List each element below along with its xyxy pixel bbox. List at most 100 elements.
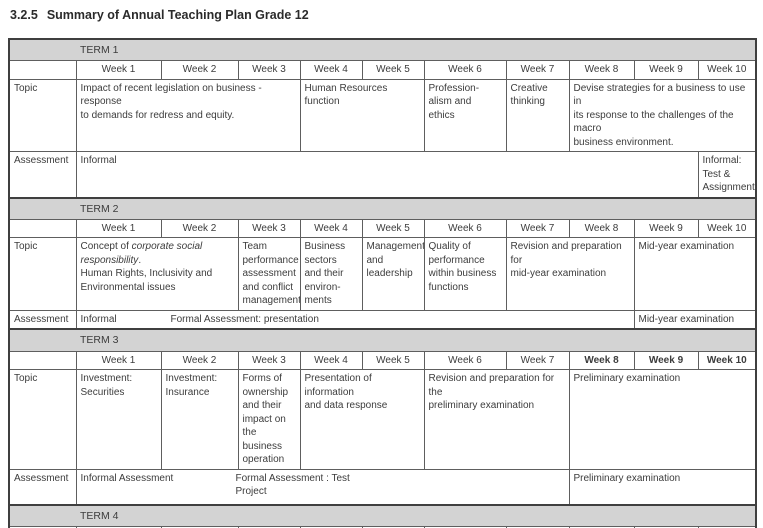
topic-cell: Investment: Securities	[75, 369, 162, 470]
topic-text: Investment: Securities	[80, 373, 133, 398]
week-header-cell: Week 5	[361, 350, 425, 371]
topic-text: Preliminary examination	[573, 373, 681, 385]
row-label-cell: Topic	[8, 237, 77, 311]
corner-cell	[8, 218, 77, 239]
assessment-cell: Mid-year examination	[633, 309, 757, 330]
week-header-cell: Week 2	[160, 218, 239, 239]
term-3-title: TERM 3	[9, 328, 757, 352]
topic-cell: Profession- alism and ethics	[423, 78, 507, 153]
week-header-cell: Week 3	[237, 60, 301, 80]
assessment-text: Informal: Test & Assignment	[702, 155, 755, 194]
week-header-cell: Week 8	[568, 350, 635, 371]
week-header-cell: Week 5	[361, 218, 425, 239]
term-3-bar-row: TERM 3	[9, 328, 757, 352]
week-header-cell: Week 6	[423, 218, 507, 239]
topic-cell: Management and leadership	[361, 237, 425, 311]
week-header-cell: Week 10	[697, 350, 757, 371]
row-label-cell: Assessment	[8, 468, 77, 506]
section-number: 3.2.5	[10, 8, 38, 22]
row-label-cell: Topic	[8, 78, 77, 153]
topic-text: Human Resources function	[304, 82, 388, 108]
week-header-cell: Week 1	[75, 350, 162, 371]
topic-cell: Concept of corporate social responsibili…	[75, 237, 239, 311]
term-1-week-header-row: Week 1 Week 2 Week 3 Week 4 Week 5 Week …	[8, 60, 757, 80]
assessment-cell: Preliminary examination	[568, 468, 757, 506]
week-header-cell: Week 1	[75, 60, 162, 80]
week-header-cell: Week 2	[160, 60, 239, 80]
topic-cell: Devise strategies for a business to use …	[568, 78, 757, 153]
topic-cell: Business sectors and their environ- ment…	[299, 237, 363, 311]
week-header-cell: Week 6	[423, 350, 507, 371]
term-4-bar-row: TERM 4	[9, 504, 757, 528]
term-2-bar-row: TERM 2	[9, 196, 757, 220]
page-title: 3.2.5 Summary of Annual Teaching Plan Gra…	[10, 8, 309, 22]
row-label-cell: Topic	[8, 369, 77, 470]
topic-text: Forms of ownership and their impact on t…	[242, 373, 289, 466]
term-3-assessment-row: Assessment Informal Assessment Formal Ass…	[8, 468, 757, 506]
topic-text: Profession- alism and ethics	[428, 82, 480, 121]
topic-cell: Forms of ownership and their impact on t…	[237, 369, 301, 470]
term-2-topic-row: Topic Concept of corporate social respon…	[8, 237, 757, 311]
term-2-week-header-row: Week 1 Week 2 Week 3 Week 4 Week 5 Week …	[8, 218, 757, 239]
topic-text: Devise strategies for a business to use …	[573, 82, 746, 148]
topic-text: Mid-year examination	[638, 241, 735, 253]
topic-cell: Revision and preparation for mid-year ex…	[505, 237, 635, 311]
topic-text: Presentation of information and data res…	[304, 373, 388, 412]
topic-text: Management and leadership	[366, 241, 424, 280]
week-header-cell: Week 10	[697, 60, 757, 80]
week-header-cell: Week 9	[633, 60, 699, 80]
week-header-cell: Week 1	[75, 218, 162, 239]
section-title: Summary of Annual Teaching Plan Grade 12	[46, 8, 309, 22]
week-header-cell: Week 6	[423, 60, 507, 80]
topic-text: Revision and preparation for the prelimi…	[428, 373, 555, 412]
week-header-cell: Week 9	[633, 218, 699, 239]
term-3-topic-row: Topic Investment: Securities Investment:…	[8, 369, 757, 470]
topic-cell: Investment: Insurance	[160, 369, 239, 470]
week-header-cell: Week 3	[237, 218, 301, 239]
week-header-cell: Week 8	[568, 60, 635, 80]
topic-cell: Impact of recent legislation on business…	[75, 78, 301, 153]
topic-text: Business sectors and their environ- ment…	[304, 241, 346, 307]
week-header-cell: Week 4	[299, 60, 363, 80]
assessment-cell: Informal Assessment Formal Assessment : T…	[75, 468, 570, 506]
assessment-cell: Informal: Test & Assignment	[697, 151, 757, 199]
topic-cell: Mid-year examination	[633, 237, 757, 311]
term-2-title: TERM 2	[9, 196, 757, 220]
row-label-cell: Assessment	[8, 151, 77, 199]
row-label-cell: Assessment	[8, 309, 77, 330]
week-header-cell: Week 7	[505, 218, 570, 239]
week-header-cell: Week 3	[237, 350, 301, 371]
topic-text: Concept of corporate social responsibili…	[80, 241, 213, 293]
assessment-informal-text: Informal	[80, 313, 117, 325]
corner-cell	[8, 350, 77, 371]
assessment-cell: Informal Formal Assessment: presentation	[75, 309, 635, 330]
topic-cell: Presentation of information and data res…	[299, 369, 425, 470]
assessment-informal-text: Informal Assessment	[80, 472, 174, 484]
week-header-cell: Week 4	[299, 218, 363, 239]
week-header-cell: Week 10	[697, 218, 757, 239]
assessment-formal-text: Formal Assessment: presentation	[170, 313, 319, 325]
topic-text: Team performance assessment and conflict…	[242, 241, 300, 307]
term-1-topic-row: Topic Impact of recent legislation on bu…	[8, 78, 757, 153]
week-header-cell: Week 4	[299, 350, 363, 371]
topic-text: Creative thinking	[510, 82, 548, 108]
assessment-text: Mid-year examination	[638, 313, 735, 325]
topic-cell: Quality of performance within business f…	[423, 237, 507, 311]
week-header-cell: Week 8	[568, 218, 635, 239]
topic-cell: Preliminary examination	[568, 369, 757, 470]
assessment-formal-text: Formal Assessment : Test Project	[235, 472, 350, 498]
week-header-cell: Week 5	[361, 60, 425, 80]
assessment-text: Preliminary examination	[573, 472, 681, 484]
topic-text: Quality of performance within business f…	[428, 241, 497, 293]
topic-cell: Creative thinking	[505, 78, 570, 153]
term-3-week-header-row: Week 1 Week 2 Week 3 Week 4 Week 5 Week …	[8, 350, 757, 371]
week-header-cell: Week 2	[160, 350, 239, 371]
annual-teaching-plan-table: TERM 1 Week 1 Week 2 Week 3 Week 4 Week …	[8, 38, 758, 528]
term-2-assessment-row: Assessment Informal Formal Assessment: pr…	[8, 309, 757, 330]
assessment-cell: Informal	[75, 151, 699, 199]
assessment-text: Informal	[80, 155, 117, 167]
week-header-cell: Week 9	[633, 350, 699, 371]
topic-text: Impact of recent legislation on business…	[80, 82, 262, 121]
week-header-cell: Week 10	[697, 526, 757, 528]
